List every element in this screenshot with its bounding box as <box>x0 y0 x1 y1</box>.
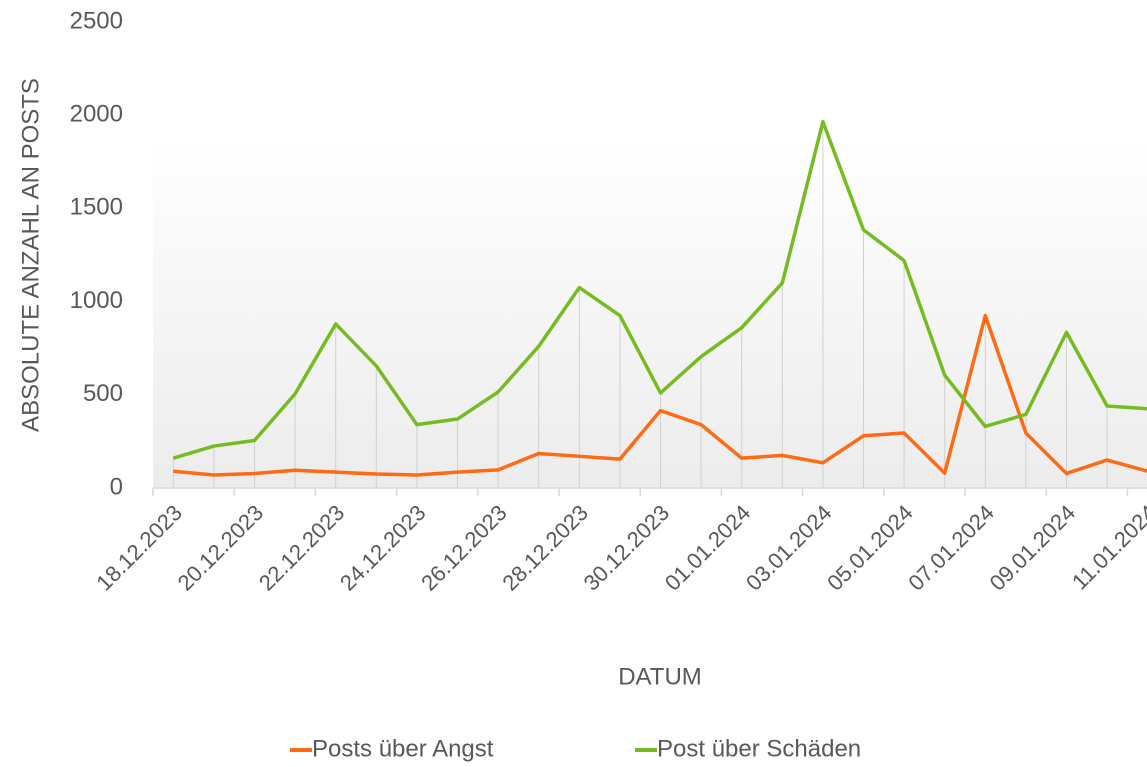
x-tick-label: 26.12.2023 <box>416 500 512 596</box>
x-tick-label: 03.01.2024 <box>741 500 837 596</box>
x-tick-label: 01.01.2024 <box>660 500 756 596</box>
y-tick-label: 500 <box>83 380 123 407</box>
legend-label: Post über Schäden <box>657 735 861 762</box>
x-tick-label: 11.01.2024 <box>1067 500 1147 594</box>
series-line <box>173 313 1147 477</box>
y-tick-label: 1000 <box>70 287 123 314</box>
x-tick-label: 09.01.2024 <box>985 500 1081 596</box>
x-tick-label: 30.12.2023 <box>579 500 675 596</box>
y-tick-label: 0 <box>110 473 123 500</box>
plot-background <box>153 135 1147 488</box>
x-tick-label: 22.12.2023 <box>254 500 350 596</box>
x-tick-label: 24.12.2023 <box>335 500 431 596</box>
legend-label: Posts über Angst <box>312 735 494 762</box>
x-tick-label: 28.12.2023 <box>497 500 593 596</box>
x-tick-label: 20.12.2023 <box>173 500 269 596</box>
y-tick-label: 2500 <box>70 7 123 34</box>
y-tick-label: 2000 <box>70 101 123 128</box>
series-line <box>172 119 1147 460</box>
y-axis-title: ABSOLUTE ANZAHL AN POSTS <box>17 78 44 432</box>
y-tick-label: 1500 <box>70 194 123 221</box>
x-axis-title: DATUM <box>618 663 702 690</box>
x-tick-label: 18.12.2023 <box>91 500 187 596</box>
x-tick-label: 07.01.2024 <box>903 500 999 596</box>
x-tick-label: 05.01.2024 <box>822 500 918 596</box>
